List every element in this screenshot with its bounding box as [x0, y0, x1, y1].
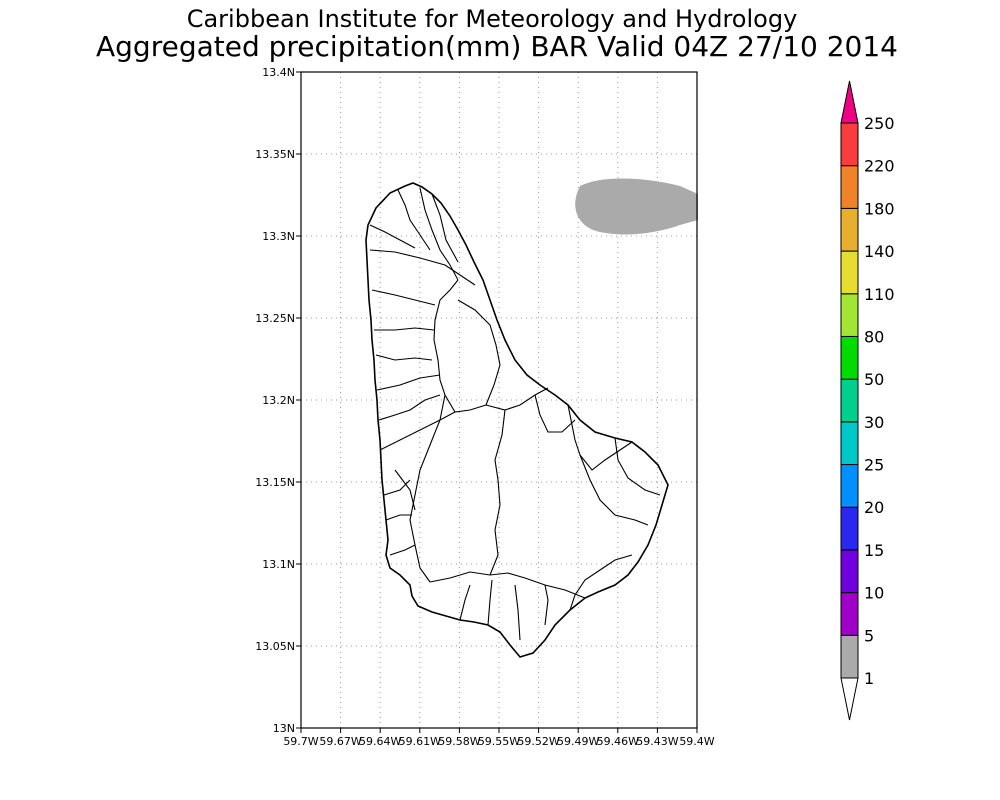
colorbar-level-label: 50	[864, 370, 884, 389]
lat-tick-label: 13N	[273, 722, 295, 735]
colorbar-level-label: 250	[864, 114, 895, 133]
latitude-tick-labels: 13.4N 13.35N 13.3N 13.25N 13.2N 13.15N 13.1N 13…	[255, 66, 301, 735]
map-frame	[300, 71, 698, 729]
colorbar-level-label: 5	[864, 626, 874, 645]
lat-tick-label: 13.4N	[262, 66, 295, 79]
colorbar-level-label: 15	[864, 541, 884, 560]
lat-tick-label: 13.15N	[255, 476, 295, 489]
barbados-coastline	[365, 182, 669, 658]
lon-tick-label: 59.55W	[478, 735, 520, 748]
colorbar-segment	[840, 464, 859, 508]
colorbar-segment	[840, 293, 859, 337]
grid-lines	[301, 72, 697, 728]
colorbar-segment	[840, 634, 859, 679]
colorbar-level-label: 180	[864, 199, 895, 218]
lat-tick-label: 13.1N	[262, 558, 295, 571]
colorbar-level-label: 220	[864, 157, 895, 176]
colorbar-over-triangle	[840, 80, 859, 124]
colorbar-level-label: 30	[864, 413, 884, 432]
lon-tick-label: 59.67W	[319, 735, 361, 748]
colorbar-segment	[840, 549, 859, 594]
colorbar-segment	[840, 165, 859, 209]
colorbar-level-label: 140	[864, 242, 895, 261]
colorbar-level-label: 1	[864, 669, 874, 688]
precipitation-area	[575, 178, 698, 235]
colorbar-segment	[840, 592, 859, 636]
lat-tick-label: 13.3N	[262, 230, 295, 243]
colorbar-level-label: 80	[864, 327, 884, 346]
lon-tick-label: 59.49W	[557, 735, 599, 748]
colorbar-segment	[840, 207, 859, 252]
colorbar-segment	[840, 506, 859, 551]
lon-tick-label: 59.64W	[359, 735, 401, 748]
colorbar-level-label: 20	[864, 498, 884, 517]
lon-tick-label: 59.43W	[636, 735, 678, 748]
lon-tick-label: 59.7W	[283, 735, 318, 748]
lat-tick-label: 13.25N	[255, 312, 295, 325]
colorbar-segment	[840, 421, 859, 466]
colorbar-segment	[840, 122, 859, 167]
colorbar-level-label: 110	[864, 285, 895, 304]
colorbar-level-label: 25	[864, 456, 884, 475]
lon-tick-label: 59.46W	[597, 735, 639, 748]
title-line-1: Caribbean Institute for Meteorology and …	[187, 5, 798, 33]
colorbar-segment	[840, 335, 859, 380]
colorbar-segment	[840, 250, 859, 295]
lon-tick-label: 59.61W	[399, 735, 441, 748]
lon-tick-label: 59.4W	[679, 735, 714, 748]
lon-tick-label: 59.58W	[438, 735, 480, 748]
lon-tick-label: 59.52W	[517, 735, 559, 748]
title-line-2: Aggregated precipitation(mm) BAR Valid 0…	[96, 30, 898, 63]
lat-tick-label: 13.05N	[255, 640, 295, 653]
colorbar-under-triangle	[840, 677, 859, 721]
lat-tick-label: 13.2N	[262, 394, 295, 407]
colorbar-level-label: 10	[864, 584, 884, 603]
longitude-tick-labels: 59.7W 59.67W59.64W59.61W59.58W59.55W59.52…	[283, 728, 715, 748]
lat-tick-label: 13.35N	[255, 148, 295, 161]
colorbar-segment	[840, 378, 859, 423]
